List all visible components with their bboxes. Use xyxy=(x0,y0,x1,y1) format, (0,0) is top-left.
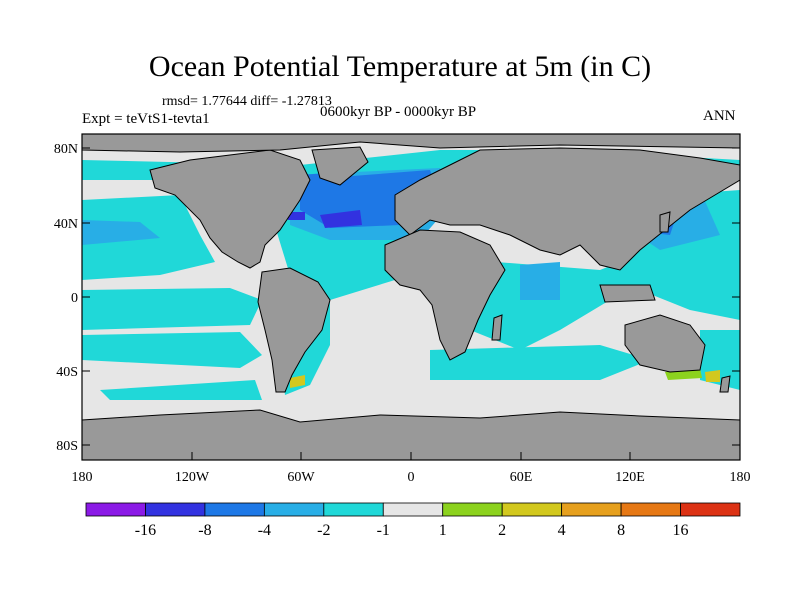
lon-label: 120E xyxy=(615,470,645,485)
lat-label: 40N xyxy=(54,217,78,232)
colorbar-label: 1 xyxy=(439,522,447,539)
nova-scotia-darkblue xyxy=(288,212,305,220)
antarctica xyxy=(82,409,740,460)
colorbar xyxy=(85,502,741,517)
colorbar-box xyxy=(561,502,622,517)
australia xyxy=(624,314,706,373)
lat-label: 80S xyxy=(56,439,78,454)
colorbar-box xyxy=(323,502,384,517)
tasman-warming xyxy=(705,370,720,382)
lat-label: 0 xyxy=(71,291,78,306)
south-america xyxy=(257,267,331,393)
lon-label: 60W xyxy=(287,470,315,485)
south-indian-cyan xyxy=(430,345,650,380)
colorbar-box xyxy=(85,502,146,517)
colorbar-box xyxy=(620,502,681,517)
lon-label: 180 xyxy=(730,470,751,485)
argentina-warming xyxy=(290,375,305,388)
colorbar-label: -4 xyxy=(258,522,271,539)
colorbar-box xyxy=(263,502,325,517)
lon-label: 180 xyxy=(72,470,93,485)
colorbar-label: 4 xyxy=(558,522,566,539)
colorbar-label: -1 xyxy=(377,522,390,539)
colorbar-label: -16 xyxy=(135,522,156,539)
greenland xyxy=(311,146,369,186)
lat-label: 40S xyxy=(56,365,78,380)
lat-labels: 80N 40N 0 40S 80S xyxy=(54,142,78,454)
cooling-darkblue-areas xyxy=(288,210,362,228)
colorbar-label: -2 xyxy=(317,522,330,539)
tropical-pacific-cyan xyxy=(82,288,262,330)
lon-label: 60E xyxy=(510,470,533,485)
south-pacific-cyan xyxy=(82,332,262,368)
new-zealand xyxy=(719,375,731,393)
lat-axis xyxy=(82,147,740,446)
arctic-land xyxy=(82,134,740,153)
indian-ocean-cyan xyxy=(470,250,665,350)
colorbar-box xyxy=(442,502,503,517)
colorbar-label: -8 xyxy=(198,522,211,539)
madagascar xyxy=(491,314,503,341)
lon-axis xyxy=(81,452,741,460)
plot-title: Ocean Potential Temperature at 5m (in C) xyxy=(148,50,652,83)
lon-label: 120W xyxy=(175,470,210,485)
colorbar-box xyxy=(501,502,563,517)
stats-text: rmsd= 1.77644 diff= -1.27813 xyxy=(162,94,332,109)
north-pacific-lightblue xyxy=(82,220,160,245)
land-masses xyxy=(82,134,740,460)
period-label: 0600kyr BP - 0000kyr BP xyxy=(320,104,477,120)
colorbar-label: 8 xyxy=(617,522,625,539)
colorbar-box xyxy=(382,502,444,517)
indonesia xyxy=(599,284,656,303)
colorbar-label: 2 xyxy=(498,522,506,539)
indian-lightblue xyxy=(520,262,560,300)
season-label: ANN xyxy=(703,108,736,124)
north-atlantic-darkblue xyxy=(320,210,362,228)
lat-label: 80N xyxy=(54,142,78,157)
south-pacific-cyan-2 xyxy=(100,380,262,400)
lon-label: 0 xyxy=(408,470,415,485)
colorbar-box xyxy=(680,502,741,517)
colorbar-box xyxy=(145,502,206,517)
africa xyxy=(384,229,506,361)
lon-labels: 180 120W 60W 0 60E 120E 180 xyxy=(72,470,751,485)
colorbar-labels: -16 -8 -4 -2 -1 1 2 4 8 16 xyxy=(135,522,689,539)
japan xyxy=(659,211,671,233)
eurasia xyxy=(394,147,740,271)
experiment-label: Expt = teVtS1-tevta1 xyxy=(82,111,210,127)
colorbar-label: 16 xyxy=(673,522,689,539)
colorbar-box xyxy=(204,502,265,517)
